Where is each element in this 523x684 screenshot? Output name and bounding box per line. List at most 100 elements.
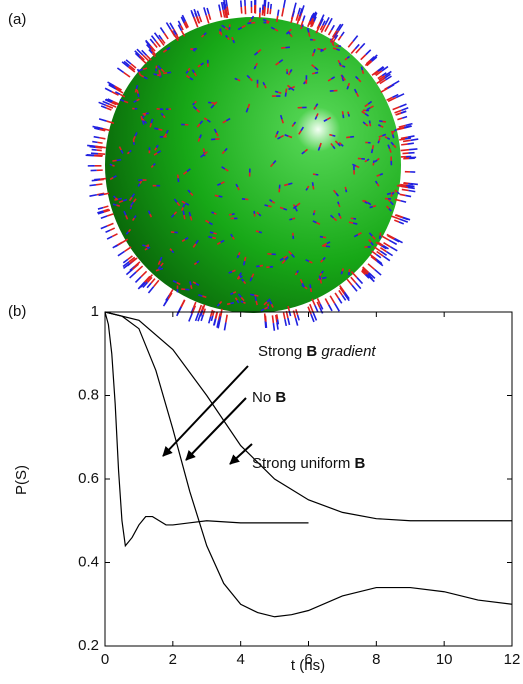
spin-arrow xyxy=(337,212,341,217)
spin-arrow xyxy=(366,107,371,111)
spin-arrow xyxy=(153,73,158,76)
spin-arrow xyxy=(371,145,375,150)
spin-arrow xyxy=(263,7,266,17)
spin-arrow xyxy=(318,18,324,27)
spin-arrow xyxy=(245,107,249,113)
spin-arrow xyxy=(90,152,99,155)
spin-arrow xyxy=(396,127,405,131)
spin-arrow xyxy=(138,71,142,76)
spin-arrow xyxy=(407,135,415,138)
spin-arrow xyxy=(323,118,328,122)
spin-arrow xyxy=(203,7,208,16)
spin-arrow xyxy=(337,35,342,41)
spin-arrow xyxy=(357,78,362,83)
spin-arrow xyxy=(263,301,268,306)
spin-arrow xyxy=(309,288,313,293)
spin-arrow xyxy=(376,250,384,257)
spin-arrow xyxy=(196,260,200,264)
spin-arrow xyxy=(408,148,418,151)
spin-arrow xyxy=(369,123,372,127)
spin-arrow xyxy=(146,41,151,47)
spin-arrow xyxy=(284,319,288,327)
spin-arrow xyxy=(147,210,151,215)
spin-arrow xyxy=(214,194,219,197)
spin-arrow xyxy=(177,24,183,31)
spin-arrow xyxy=(203,32,207,36)
spin-arrow xyxy=(367,263,376,271)
spin-arrow xyxy=(407,186,415,190)
spin-arrow xyxy=(263,84,267,89)
spin-arrow xyxy=(382,133,387,137)
spin-arrow xyxy=(193,8,198,17)
spin-arrow xyxy=(116,158,122,162)
spin-arrow xyxy=(306,27,310,33)
spin-arrow xyxy=(190,9,195,18)
spin-arrow xyxy=(196,10,201,17)
panel-label: (a) xyxy=(8,11,26,28)
plot-frame xyxy=(104,311,513,647)
spin-arrow xyxy=(299,278,304,284)
spin-arrow xyxy=(288,135,293,139)
spin-arrow xyxy=(106,213,114,217)
spin-arrow xyxy=(271,315,275,324)
spin-arrow xyxy=(98,118,107,122)
spin-arrow xyxy=(132,135,136,141)
spin-arrow xyxy=(333,31,339,38)
spin-arrow xyxy=(140,115,144,121)
spin-arrow xyxy=(312,11,317,19)
spin-arrow xyxy=(310,313,315,323)
spin-arrow xyxy=(155,40,161,48)
spin-arrow xyxy=(163,133,168,138)
spin-arrow xyxy=(408,183,414,186)
spin-arrow xyxy=(368,239,372,243)
spin-arrow xyxy=(259,264,264,267)
annotation-arrow xyxy=(185,397,247,461)
spin-arrow xyxy=(400,136,408,140)
spin-arrow xyxy=(145,54,152,61)
spin-arrow xyxy=(390,141,395,146)
spin-arrow xyxy=(234,297,238,301)
spin-arrow xyxy=(378,77,386,83)
spin-arrow xyxy=(211,236,217,240)
spin-arrow xyxy=(98,101,107,106)
spin-arrow xyxy=(188,313,193,322)
spin-arrow xyxy=(274,28,279,32)
spin-arrow xyxy=(313,106,317,110)
spin-arrow xyxy=(364,274,370,279)
spin-arrow xyxy=(315,113,319,117)
spin-arrow xyxy=(298,8,303,17)
spin-arrow xyxy=(185,202,190,206)
spin-arrow xyxy=(257,49,262,53)
spin-arrow xyxy=(181,238,186,242)
spin-arrow xyxy=(205,219,210,224)
spin-arrow xyxy=(232,291,237,294)
spin-arrow xyxy=(321,20,326,26)
spin-arrow xyxy=(336,23,342,32)
spin-arrow xyxy=(284,133,289,137)
spin-arrow xyxy=(255,300,258,306)
spin-arrow xyxy=(394,198,401,202)
spin-arrow xyxy=(287,84,292,89)
spin-arrow xyxy=(374,180,378,185)
spin-arrow xyxy=(168,289,174,296)
spin-arrow xyxy=(119,93,126,98)
spin-arrow xyxy=(232,39,236,44)
spin-arrow xyxy=(174,35,179,42)
spin-arrow xyxy=(191,69,196,74)
spin-arrow xyxy=(144,276,151,283)
spin-arrow xyxy=(395,93,405,99)
spin-arrow xyxy=(339,285,346,293)
spin-arrow xyxy=(173,211,178,216)
x-tick-label: 4 xyxy=(236,651,244,668)
spin-arrow xyxy=(364,201,368,204)
spin-arrow xyxy=(196,16,201,24)
spin-arrow xyxy=(152,162,156,167)
spin-arrow xyxy=(198,16,203,23)
spin-arrow xyxy=(193,16,198,25)
spin-arrow xyxy=(379,250,388,256)
spin-arrow xyxy=(369,105,374,109)
spin-arrow xyxy=(149,38,155,44)
spin-arrow xyxy=(129,271,137,279)
spin-arrow xyxy=(274,90,279,94)
spin-arrow xyxy=(182,170,188,175)
